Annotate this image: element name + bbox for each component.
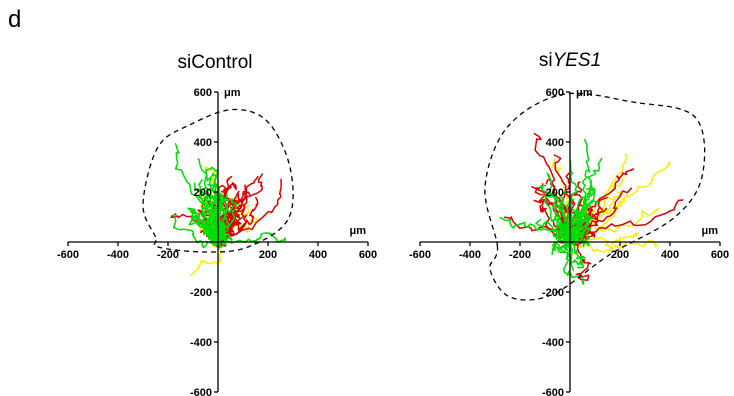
track-green [569,241,586,269]
envelope-outline [142,108,294,253]
plot-title: siYES1 [539,50,601,71]
x-tick-label: -200 [157,249,179,261]
plot-sicontrol: siControl -600 -400 -200 200 400 600 600 400 200… [57,52,377,396]
track-yellow [569,232,640,253]
x-tick-label: -400 [107,249,129,261]
y-tick-label: 400 [194,137,212,149]
envelope-outline [484,92,706,301]
x-tick-label: 200 [611,249,629,261]
track-group [170,143,287,276]
panel-label: d [8,6,22,33]
y-tick-label: -400 [190,337,212,349]
track-green [546,172,572,244]
y-tick-label: -400 [542,337,564,349]
y-tick-label: 600 [194,87,212,99]
x-tick-label: 600 [359,249,377,261]
y-axis-unit: μm [224,87,241,99]
track-green [197,158,221,243]
y-tick-label: 600 [546,87,564,99]
track-group [499,132,684,285]
track-green [551,236,573,256]
y-tick-label: 200 [194,187,212,199]
track-green [217,202,235,243]
y-axis-unit: μm [576,87,593,99]
y-tick-label: 400 [546,137,564,149]
y-tick-label: -600 [190,387,212,396]
y-tick-label: -600 [542,387,564,396]
x-tick-label: -600 [57,249,79,261]
y-tick-label: 200 [546,187,564,199]
track-green [569,157,603,243]
x-tick-label: 400 [309,249,327,261]
track-green [217,232,287,244]
plot-siyes1: siYES1 -600 -400 -200 200 400 600 600 400 200 -20… [409,50,729,396]
x-tick-label: 200 [259,249,277,261]
track-yellow [569,236,658,250]
x-tick-label: -200 [509,249,531,261]
track-green [193,182,222,243]
axes: -600 -400 -200 200 400 600 600 400 200 -200 -400 -6… [57,87,377,396]
x-tick-label: 400 [661,249,679,261]
x-axis-unit: μm [349,225,366,237]
track-green [499,216,571,243]
y-tick-label: -200 [190,287,212,299]
track-yellow [190,240,222,276]
track-red [569,168,635,243]
y-tick-label: -200 [542,287,564,299]
track-green [203,223,222,243]
x-tick-label: -400 [459,249,481,261]
x-tick-label: 600 [711,249,729,261]
x-tick-label: -600 [409,249,431,261]
axes: -600 -400 -200 200 400 600 600 400 200 -200 -400 -6… [409,87,729,396]
plot-title: siControl [178,52,253,73]
x-axis-unit: μm [701,225,718,237]
